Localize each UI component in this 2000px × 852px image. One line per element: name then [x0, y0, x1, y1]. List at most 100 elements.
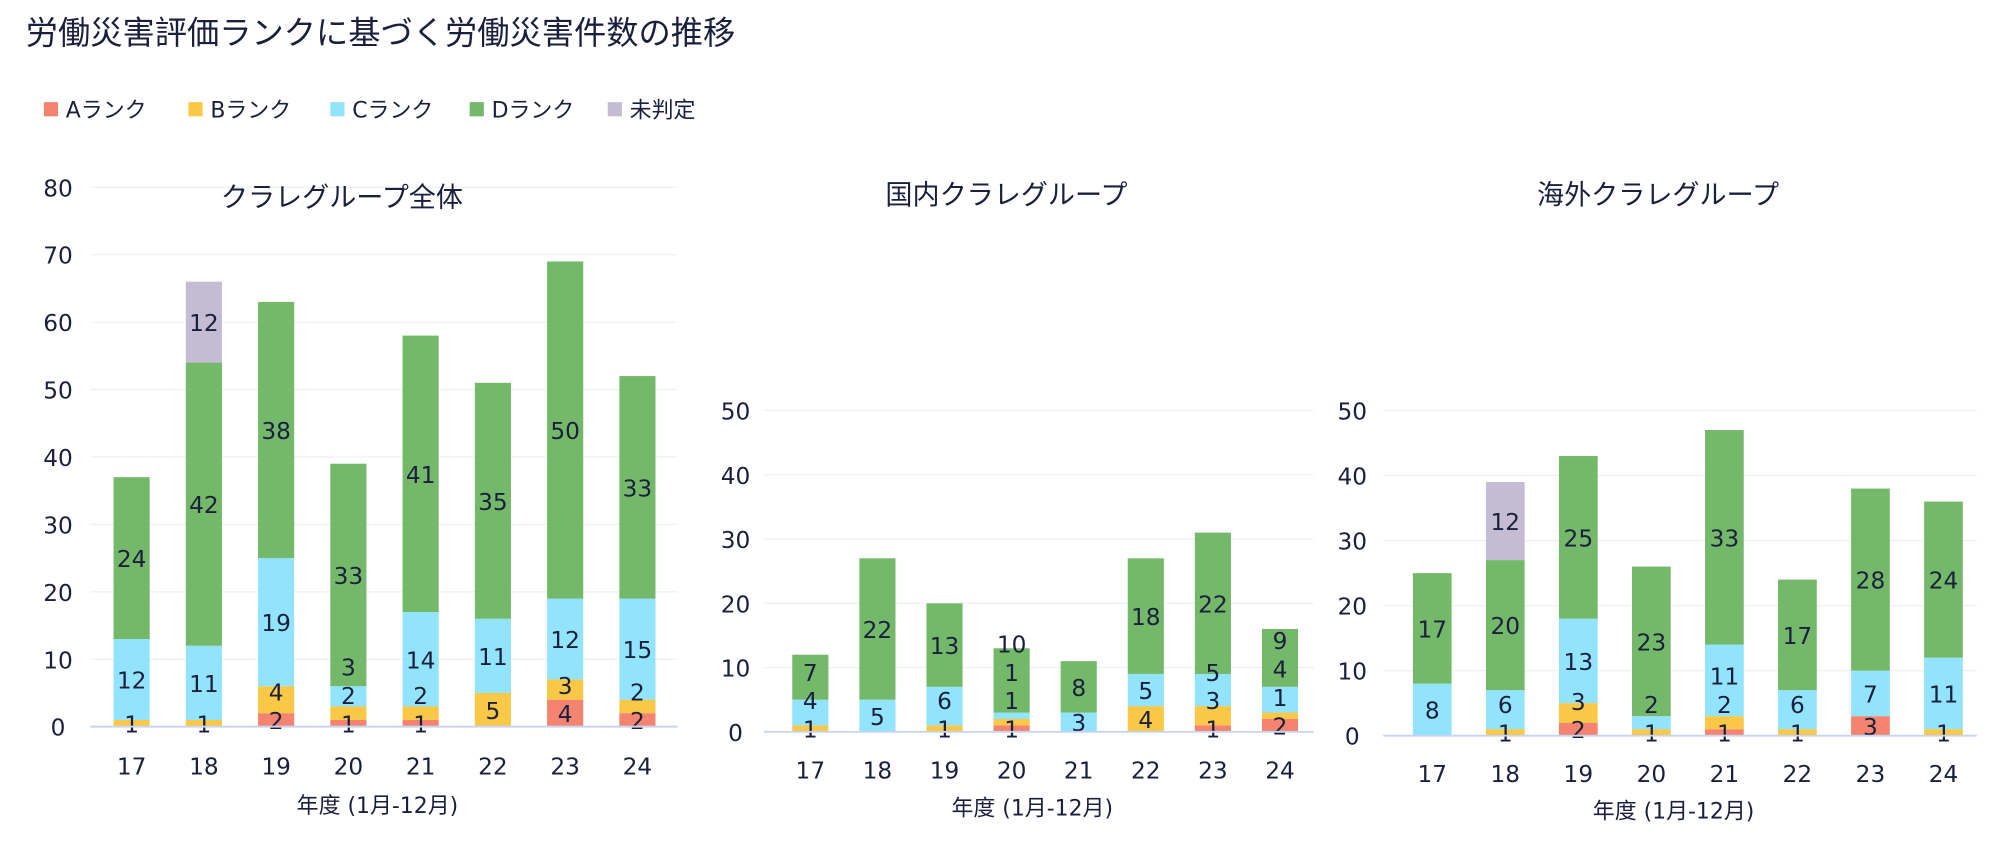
data-label: 7	[803, 660, 818, 687]
bar-segment	[258, 713, 295, 727]
chart-panel: 01020304050国内クラレグループ14717522181613191111…	[721, 180, 1314, 822]
bar-segment	[258, 686, 295, 714]
bar-segment	[993, 725, 1030, 732]
bar-segment	[1778, 690, 1817, 730]
data-label: 1	[1206, 717, 1221, 744]
data-label: 18	[1131, 604, 1161, 631]
data-label: 6	[1498, 692, 1513, 719]
bar-segment	[547, 679, 584, 700]
data-label: 41	[406, 462, 436, 489]
x-axis-title: 年度 (1月-12月)	[1593, 799, 1755, 824]
x-tick-label: 17	[1417, 761, 1447, 788]
legend-item: Cランク	[330, 99, 433, 124]
y-tick-label: 30	[721, 527, 751, 554]
y-tick-label: 0	[728, 720, 743, 747]
bar-segment	[926, 603, 963, 687]
bar-segment	[993, 718, 1030, 726]
data-label: 4	[269, 680, 284, 707]
legend-item: Bランク	[188, 99, 291, 124]
bar-segment	[1705, 644, 1744, 717]
bar-segment	[402, 719, 439, 727]
x-tick-label: 21	[1710, 761, 1740, 788]
x-tick-label: 23	[1198, 757, 1228, 784]
y-tick-label: 40	[43, 445, 73, 472]
data-label: 1	[1273, 685, 1288, 712]
bar-segment	[1127, 558, 1164, 674]
y-tick-label: 10	[1337, 659, 1367, 686]
data-label: 4	[558, 701, 573, 728]
bar-segment	[792, 725, 829, 732]
x-tick-label: 20	[334, 753, 364, 780]
y-tick-label: 50	[43, 378, 73, 405]
bar-segment	[1261, 628, 1299, 687]
x-tick-label: 20	[997, 757, 1027, 784]
data-label: 22	[863, 617, 893, 644]
bar-segment	[1485, 729, 1525, 736]
legend-item: 未判定	[607, 99, 696, 124]
x-tick-label: 20	[1637, 761, 1667, 788]
legend-swatch	[607, 102, 622, 117]
bar-segment	[1705, 729, 1744, 736]
data-label: 2	[269, 708, 284, 735]
data-label: 2	[630, 708, 645, 735]
bar-segment	[1558, 703, 1598, 723]
data-label: 15	[623, 637, 653, 664]
x-tick-label: 22	[1131, 757, 1161, 784]
bar-segment	[1194, 725, 1231, 732]
bar-segment	[619, 699, 656, 714]
chart-title: 海外クラレグループ	[1537, 180, 1779, 211]
y-tick-label: 70	[43, 243, 73, 270]
y-tick-label: 0	[51, 715, 66, 742]
y-tick-label: 10	[43, 647, 73, 674]
data-label: 9	[1273, 628, 1288, 655]
data-label: 3	[341, 655, 356, 682]
data-label: 23	[1637, 629, 1667, 656]
y-tick-label: 80	[43, 175, 73, 202]
data-label: 1	[413, 711, 428, 738]
data-label: 4	[803, 688, 818, 715]
data-label: 12	[1491, 509, 1521, 536]
legend-swatch	[43, 102, 59, 117]
x-tick-label: 17	[796, 757, 826, 784]
bar-segment	[1127, 673, 1164, 707]
bar-segment	[1558, 456, 1598, 619]
x-tick-label: 18	[1491, 761, 1521, 788]
x-tick-label: 24	[1929, 761, 1959, 788]
chart-title: クラレグループ全体	[221, 183, 463, 214]
data-label: 2	[1273, 713, 1288, 740]
data-label: 1	[1936, 720, 1951, 747]
bar-segment	[547, 598, 584, 680]
bar-segment	[619, 713, 656, 727]
y-tick-label: 50	[721, 399, 751, 426]
bar-segment	[474, 692, 511, 727]
page-title: 労働災害評価ランクに基づく労働災害件数の推移	[26, 14, 736, 52]
legend-label: Dランク	[492, 99, 575, 124]
bar-segment	[619, 376, 656, 599]
data-label: 11	[189, 671, 219, 698]
bar-segment	[330, 706, 367, 720]
data-label: 12	[550, 627, 580, 654]
legend-swatch	[469, 102, 484, 117]
data-label: 13	[1564, 649, 1594, 676]
data-label: 4	[1138, 707, 1153, 734]
bar-segment	[1558, 618, 1598, 704]
x-tick-label: 22	[478, 753, 508, 780]
data-label: 50	[550, 418, 580, 445]
bar-segment	[1632, 566, 1671, 717]
bar-segment	[402, 612, 439, 707]
bar-segment	[330, 686, 367, 707]
bar-segment	[185, 719, 222, 727]
bar-segment	[474, 382, 511, 619]
x-tick-label: 21	[1064, 757, 1094, 784]
bar-segment	[185, 281, 222, 363]
data-label: 12	[117, 667, 147, 694]
data-label: 2	[1571, 717, 1586, 744]
data-label: 6	[937, 688, 952, 715]
data-label: 1	[1790, 720, 1805, 747]
x-tick-label: 24	[1265, 757, 1295, 784]
data-label: 1	[196, 711, 211, 738]
bar-segment	[1261, 718, 1299, 732]
legend-item: Aランク	[43, 99, 147, 124]
data-label: 33	[623, 475, 653, 502]
bar-segment	[859, 699, 896, 732]
